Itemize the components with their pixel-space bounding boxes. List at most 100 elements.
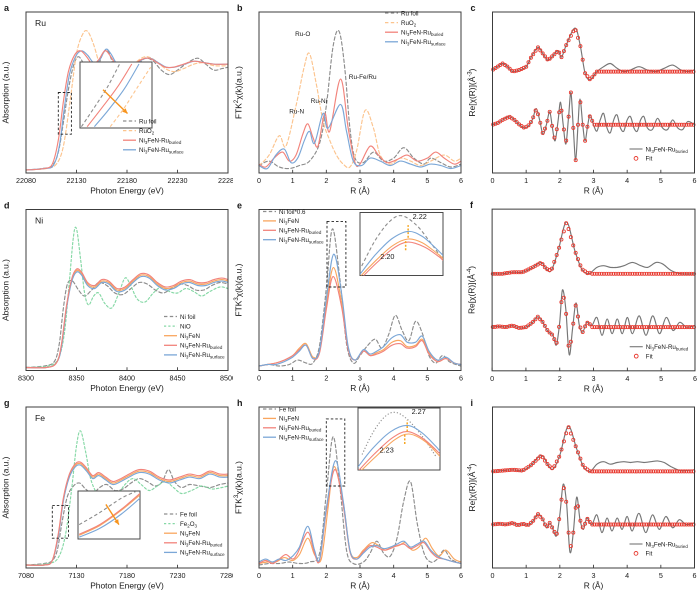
- svg-text:1: 1: [524, 571, 528, 580]
- panel-f-plot: 0 1 2 3 4 5 6 R (Å) Re[χ(R)](Å-4) f Ni3FeN-Ruburie…: [467, 200, 697, 393]
- svg-text:i: i: [471, 398, 474, 408]
- series-Ni_{3}FeN-Ru_{surface}: [258, 103, 462, 170]
- svg-text:3: 3: [592, 374, 596, 383]
- svg-text:4: 4: [625, 176, 629, 185]
- svg-text:Ni3FeN-Rusurface: Ni3FeN-Rusurface: [180, 352, 225, 359]
- svg-text:6: 6: [459, 374, 463, 383]
- svg-text:Re[χ(R)](Å-4): Re[χ(R)](Å-4): [467, 266, 477, 314]
- svg-text:6: 6: [459, 176, 463, 185]
- svg-text:Fe foil: Fe foil: [279, 406, 296, 413]
- legend: Fe foil Fe2O3 Ni3FeN Ni3FeN-Ruburied Ni3FeN-…: [164, 511, 225, 557]
- panel-e-plot: 0 1 2 3 4 5 6 R (Å) FTK3χ(k)(a.u.) e 2.22 2.20 Ni fo…: [234, 201, 464, 394]
- svg-text:Ni3FeN-Ruburied: Ni3FeN-Ruburied: [279, 228, 322, 235]
- series-RuO_{2}: [25, 29, 229, 171]
- svg-text:1: 1: [291, 571, 295, 580]
- svg-text:0: 0: [257, 374, 261, 383]
- legend: Ni3FeN-Ruburied Fit: [629, 541, 688, 558]
- series-group: [258, 228, 462, 367]
- svg-text:Ni3FeN: Ni3FeN: [180, 333, 200, 340]
- svg-text:5: 5: [659, 571, 663, 580]
- inset: [79, 61, 153, 129]
- zoom-region-box: [51, 504, 69, 539]
- svg-text:6: 6: [693, 571, 697, 580]
- panel-f: 0 1 2 3 4 5 6 R (Å) Re[χ(R)](Å-4) f Ni3FeN-Ruburie…: [466, 197, 700, 395]
- panel-a-plot: 22080 22130 22180 22230 22280 Photon Energy (…: [1, 3, 234, 196]
- svg-text:g: g: [4, 398, 10, 408]
- svg-text:2: 2: [558, 374, 562, 383]
- inset: 2.27 2.23: [357, 407, 441, 471]
- panel-h: 0 1 2 3 4 5 6 R (Å) FTK3χ(k)(a.u.) h 2.27 2.23 Fe fo…: [233, 395, 466, 592]
- series-Ni_{3}FeN-Ru_{buried}: [25, 50, 229, 171]
- series-Ni_{3}FeN-Ru_{surface}: [258, 460, 462, 565]
- svg-text:Fe: Fe: [35, 413, 45, 423]
- panel-a: 22080 22130 22180 22230 22280 Photon Energy (…: [0, 0, 234, 197]
- axes: 0 1 2 3 4 5 6 R (Å) Re[χ(R)](Å-4): [467, 406, 697, 591]
- annotations: Ru-O Ru-N Ru-Ni Ru-Fe/Ru: [289, 31, 377, 116]
- svg-text:6: 6: [693, 176, 697, 185]
- svg-text:Ru-Fe/Ru: Ru-Fe/Ru: [349, 74, 377, 81]
- series-Ru foil: [258, 29, 462, 170]
- svg-text:Ni3FeN-Ruburied: Ni3FeN-Ruburied: [401, 30, 444, 37]
- panel-d: 8300 8350 8400 8450 8500 Photon Energy (eV) Ab…: [0, 197, 234, 395]
- series-Ni_{3}FeN-Ru_{buried}: [491, 221, 696, 275]
- inset: [77, 490, 141, 540]
- series-Ni_{3}FeN-Ru_{buried}: [258, 276, 462, 367]
- svg-text:1: 1: [524, 374, 528, 383]
- svg-text:5: 5: [425, 374, 429, 383]
- svg-text:R (Å): R (Å): [350, 581, 370, 591]
- svg-text:FTK2χ(k)(a.u.): FTK2χ(k)(a.u.): [234, 66, 244, 119]
- svg-text:2: 2: [558, 571, 562, 580]
- svg-text:5: 5: [659, 176, 663, 185]
- panel-c: 0 1 2 3 4 5 6 R (Å) Re[χ(R)](Å-3) c Ni3FeN-Ruburie…: [466, 0, 700, 197]
- zoom-region-box: [325, 418, 346, 487]
- legend: Ni foil NiO Ni3FeN Ni3FeN-Ruburied Ni3FeN-Ru…: [164, 314, 225, 360]
- svg-text:R (Å): R (Å): [584, 581, 604, 591]
- svg-text:5: 5: [425, 571, 429, 580]
- svg-text:3: 3: [592, 176, 596, 185]
- svg-text:22180: 22180: [117, 176, 137, 185]
- series-Ni_{3}FeN: [258, 466, 462, 565]
- panel-b: Ru-O Ru-N Ru-Ni Ru-Fe/Ru 0 1 2 3 4 5 6 R (Å) FTK2χ(k…: [233, 0, 466, 197]
- panel-d-plot: 8300 8350 8400 8450 8500 Photon Energy (eV) Ab…: [1, 201, 234, 394]
- series-Fe foil: [258, 436, 462, 566]
- series-Fe_{2}O_{3}: [25, 430, 229, 566]
- svg-text:Ni3FeN-Ruburied: Ni3FeN-Ruburied: [646, 146, 689, 153]
- zoom-region-box: [57, 92, 72, 135]
- svg-text:Ni: Ni: [35, 216, 43, 226]
- svg-text:Fe foil: Fe foil: [180, 511, 197, 518]
- svg-text:R (Å): R (Å): [350, 186, 370, 196]
- svg-text:Ru foil: Ru foil: [139, 118, 157, 125]
- svg-text:b: b: [237, 3, 243, 13]
- svg-text:e: e: [237, 201, 242, 211]
- svg-text:4: 4: [392, 571, 396, 580]
- series-Ni foil: [25, 279, 229, 369]
- svg-text:4: 4: [392, 176, 396, 185]
- series-Ni_{3}FeN-Ru_{surface}: [258, 253, 462, 367]
- fit-markers: [491, 28, 696, 163]
- svg-text:d: d: [4, 201, 10, 211]
- series-RuO_{2}: [258, 52, 462, 169]
- svg-text:h: h: [237, 398, 243, 408]
- svg-text:22130: 22130: [67, 176, 87, 185]
- svg-text:Ru-O: Ru-O: [295, 31, 310, 38]
- axes: 0 1 2 3 4 5 6 R (Å) FTK3χ(k)(a.u.): [234, 406, 463, 591]
- svg-text:8400: 8400: [119, 374, 135, 383]
- svg-text:Ni3FeN-Rusurface: Ni3FeN-Rusurface: [139, 147, 184, 154]
- svg-text:Photon Energy (eV): Photon Energy (eV): [90, 383, 164, 393]
- svg-text:0: 0: [491, 176, 495, 185]
- svg-text:Ni3FeN-Ruburied: Ni3FeN-Ruburied: [139, 138, 182, 145]
- svg-text:a: a: [4, 3, 10, 13]
- svg-text:7130: 7130: [69, 571, 85, 580]
- svg-text:8500: 8500: [220, 374, 233, 383]
- axes: 0 1 2 3 4 5 6 R (Å) Re[χ(R)](Å-4): [467, 208, 697, 393]
- panel-i-plot: 0 1 2 3 4 5 6 R (Å) Re[χ(R)](Å-4) i Ni3FeN-Ruburie…: [467, 398, 697, 591]
- svg-text:R (Å): R (Å): [350, 383, 370, 393]
- svg-text:Fit: Fit: [646, 156, 653, 163]
- axes: 8300 8350 8400 8450 8500 Photon Energy (eV) Ab…: [1, 209, 233, 393]
- svg-text:7230: 7230: [170, 571, 186, 580]
- panel-h-plot: 0 1 2 3 4 5 6 R (Å) FTK3χ(k)(a.u.) h 2.27 2.23 Fe fo…: [234, 398, 464, 591]
- svg-text:FTK3χ(k)(a.u.): FTK3χ(k)(a.u.): [234, 263, 244, 316]
- panel-e: 0 1 2 3 4 5 6 R (Å) FTK3χ(k)(a.u.) e 2.22 2.20 Ni fo…: [233, 197, 466, 395]
- svg-text:Ni3FeN-Ruburied: Ni3FeN-Ruburied: [180, 343, 223, 350]
- svg-text:3: 3: [358, 571, 362, 580]
